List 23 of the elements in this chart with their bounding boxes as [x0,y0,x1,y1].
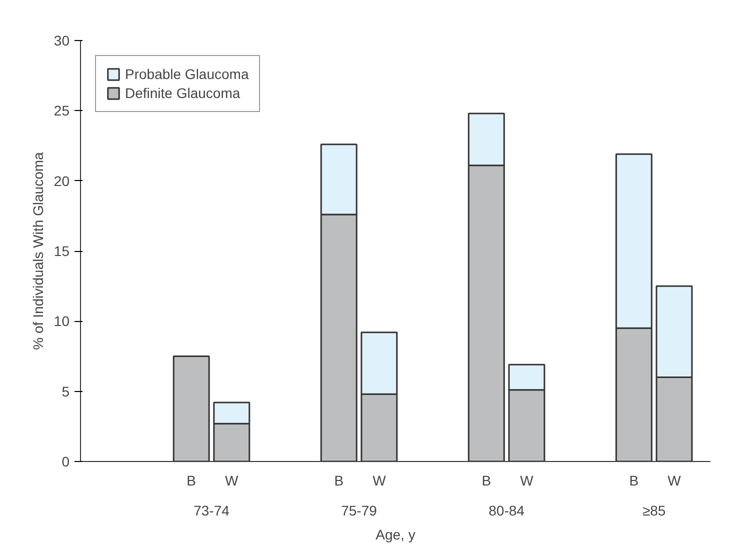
y-tick-label: 30 [54,32,70,48]
x-tick-label: W [372,472,387,488]
x-tick-label: B [629,472,639,488]
text: 75-79 [341,502,378,518]
legend-label: Probable Glaucoma [125,66,249,82]
y-tick-label: 0 [62,454,70,470]
y-tick-label: 25 [54,102,70,119]
x-tick-label: B [186,472,196,488]
y-tick-label: 5 [62,383,70,400]
x-axis-title: Age, y [376,526,416,542]
y-tick-label: 20 [54,172,70,189]
x-tick-label: B [482,472,492,488]
y-axis-title: % of Individuals With Glaucoma [30,152,46,350]
text: ≥85 [642,502,666,518]
x-tick-label: B [334,472,344,488]
text: 73-74 [194,502,230,518]
legend-label: Definite Glaucoma [125,85,240,101]
x-tick-label: W [520,472,534,488]
x-tick-label: W [668,472,682,488]
text: 80-84 [488,502,525,518]
y-tick-label: 10 [54,313,70,330]
x-tick-label: W [225,472,240,488]
y-tick-label: 15 [54,243,70,259]
